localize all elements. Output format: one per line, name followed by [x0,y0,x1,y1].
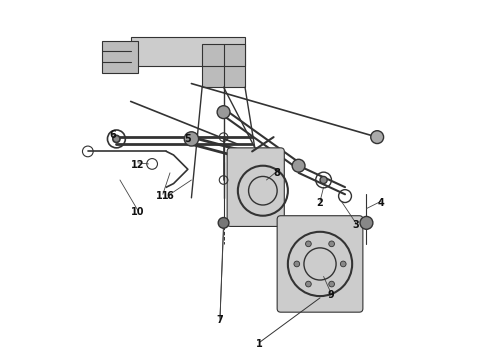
Circle shape [218,217,229,228]
Circle shape [113,135,120,143]
Text: 9: 9 [327,290,334,300]
FancyBboxPatch shape [131,37,245,66]
Text: 1: 1 [256,339,263,348]
Circle shape [294,261,300,267]
Text: 6: 6 [109,130,116,140]
Text: 6: 6 [167,191,173,201]
Circle shape [360,216,373,229]
FancyBboxPatch shape [102,41,138,73]
Text: 8: 8 [274,168,281,178]
Circle shape [292,159,305,172]
Text: 12: 12 [131,160,145,170]
FancyBboxPatch shape [227,148,284,226]
Text: 3: 3 [352,220,359,230]
FancyBboxPatch shape [202,44,245,87]
Circle shape [329,281,335,287]
Circle shape [184,132,198,146]
Circle shape [341,261,346,267]
Circle shape [371,131,384,144]
Text: 10: 10 [131,207,145,217]
Circle shape [217,106,230,118]
Text: 7: 7 [217,315,223,325]
Circle shape [320,176,327,184]
Text: 4: 4 [377,198,384,208]
Circle shape [306,241,311,247]
FancyBboxPatch shape [277,216,363,312]
Text: 2: 2 [317,198,323,208]
Circle shape [306,281,311,287]
Circle shape [329,241,335,247]
Text: 11: 11 [156,191,170,201]
Text: 5: 5 [184,134,191,144]
